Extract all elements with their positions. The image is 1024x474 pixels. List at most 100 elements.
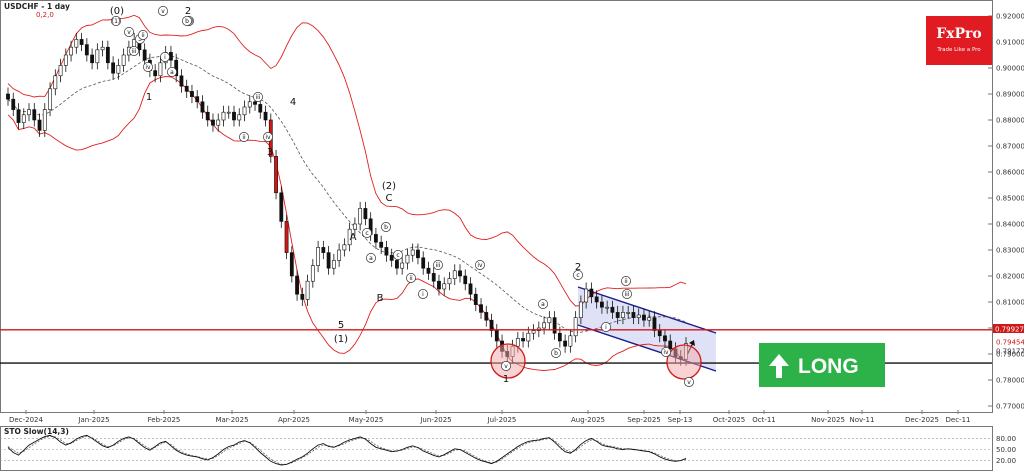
indicator-level-label: 50.00 bbox=[996, 446, 1016, 454]
candle-body bbox=[58, 65, 63, 77]
candle-body bbox=[158, 62, 163, 77]
candle-body bbox=[184, 85, 189, 92]
candle-body bbox=[279, 192, 284, 222]
candle-body bbox=[578, 301, 583, 318]
wave-label: 2 bbox=[575, 262, 581, 273]
candle-body bbox=[573, 317, 578, 337]
candle-body bbox=[221, 111, 226, 121]
candle-body bbox=[657, 330, 662, 337]
x-tick-label: May-2025 bbox=[349, 416, 384, 424]
candle-body bbox=[337, 249, 342, 261]
candle-body bbox=[111, 62, 116, 74]
candle-body bbox=[531, 330, 536, 334]
lower-band-line bbox=[7, 76, 687, 371]
candle-body bbox=[626, 312, 631, 314]
wave-label-circle bbox=[501, 361, 511, 371]
candle-body bbox=[179, 75, 184, 87]
wave-label: ii bbox=[624, 278, 628, 285]
wave-label-circle bbox=[239, 132, 249, 142]
y-tick-label: 0.91000 bbox=[996, 39, 1024, 47]
candle-body bbox=[105, 46, 110, 64]
candle-body bbox=[347, 228, 352, 246]
candle-body bbox=[305, 280, 310, 300]
y-tick-label: 0.90000 bbox=[996, 65, 1024, 73]
candle-body bbox=[16, 109, 21, 123]
candle-body bbox=[21, 114, 26, 123]
candle-body bbox=[153, 70, 158, 77]
candle-body bbox=[37, 119, 42, 131]
wave-label-circle bbox=[433, 260, 443, 270]
candle-body bbox=[547, 317, 552, 324]
wave-label: v bbox=[127, 29, 131, 36]
x-tick-label: Dec-2024 bbox=[9, 416, 43, 424]
price-label: 0.79177 bbox=[996, 348, 1024, 356]
wave-label: iv bbox=[265, 134, 271, 141]
candle-body bbox=[421, 257, 426, 269]
wave-label: 1 bbox=[146, 92, 152, 103]
candle-body bbox=[326, 252, 331, 269]
candle-body bbox=[568, 335, 573, 347]
wave-label: (1) bbox=[334, 334, 348, 345]
candle-body bbox=[284, 221, 289, 253]
chart-title: USDCHF - 1 day bbox=[4, 2, 70, 11]
y-tick-label: 0.79000 bbox=[996, 351, 1024, 359]
x-tick-label: Oct-11 bbox=[752, 416, 776, 424]
candle-body bbox=[211, 119, 215, 126]
candle-body bbox=[310, 265, 315, 282]
wave-label-circle bbox=[362, 228, 372, 238]
candle-body bbox=[100, 46, 105, 51]
wave-label-circle bbox=[124, 27, 134, 37]
wave-label: iii bbox=[624, 291, 629, 298]
wave-label: c bbox=[576, 272, 579, 279]
x-tick-label: Dec-11 bbox=[946, 416, 971, 424]
x-tick-label: Feb-2025 bbox=[148, 416, 181, 424]
x-tick-label: Oct-2025 bbox=[713, 416, 745, 424]
price-label-box bbox=[993, 324, 1024, 333]
x-tick-label: Jun-2025 bbox=[419, 416, 451, 424]
wave-label: 5 bbox=[338, 320, 344, 331]
wave-label: A bbox=[350, 232, 357, 243]
candle-body bbox=[468, 283, 473, 295]
wave-label: (2) bbox=[382, 181, 396, 192]
candle-body bbox=[389, 254, 394, 261]
wave-label: B bbox=[377, 293, 384, 304]
wave-labels: (0)21345(1)ABC(2)12(1)(2)3iiiiiivviiiiii… bbox=[110, 6, 694, 387]
wave-label: 1 bbox=[503, 374, 509, 385]
wave-label: (1) bbox=[112, 18, 121, 25]
y-tick-label: 0.84000 bbox=[996, 221, 1024, 229]
wave-label-circle bbox=[253, 92, 263, 102]
wave-label-circle bbox=[622, 289, 632, 299]
x-tick-label: Sep-13 bbox=[668, 416, 693, 424]
wave-label: b bbox=[554, 350, 558, 357]
wave-label: iv bbox=[145, 64, 151, 71]
y-tick-label: 0.85000 bbox=[996, 195, 1024, 203]
wave-label: iii bbox=[255, 94, 260, 101]
candle-body bbox=[405, 254, 410, 264]
wave-label: 3 bbox=[138, 36, 142, 43]
candle-body bbox=[521, 338, 525, 342]
candle-body bbox=[226, 111, 231, 114]
candle-body bbox=[74, 39, 79, 48]
wave-label-circle bbox=[573, 270, 583, 280]
candle-body bbox=[526, 332, 531, 342]
wave-label: b bbox=[384, 224, 388, 231]
wave-label: C bbox=[386, 193, 393, 204]
y-tick-label: 0.92000 bbox=[996, 13, 1024, 21]
wave-label: iv bbox=[477, 262, 483, 269]
wave-label: c bbox=[396, 252, 399, 259]
stochastic-indicator: 80.00 50.00 20.00 bbox=[0, 435, 1016, 466]
candle-body bbox=[600, 301, 604, 308]
highlight-circle-july bbox=[490, 343, 526, 379]
candle-body bbox=[610, 306, 615, 313]
wave-label-circle bbox=[366, 253, 376, 263]
candle-body bbox=[42, 109, 47, 131]
x-tick-label: Apr-2025 bbox=[278, 416, 310, 424]
wave-label: iii bbox=[435, 262, 440, 269]
wave-label: v bbox=[687, 379, 691, 386]
candle-body bbox=[195, 96, 200, 103]
candle-body bbox=[121, 54, 126, 66]
projection-arrow-head bbox=[689, 340, 695, 346]
candle-body bbox=[90, 54, 94, 64]
wave-label: (0) bbox=[110, 6, 124, 17]
